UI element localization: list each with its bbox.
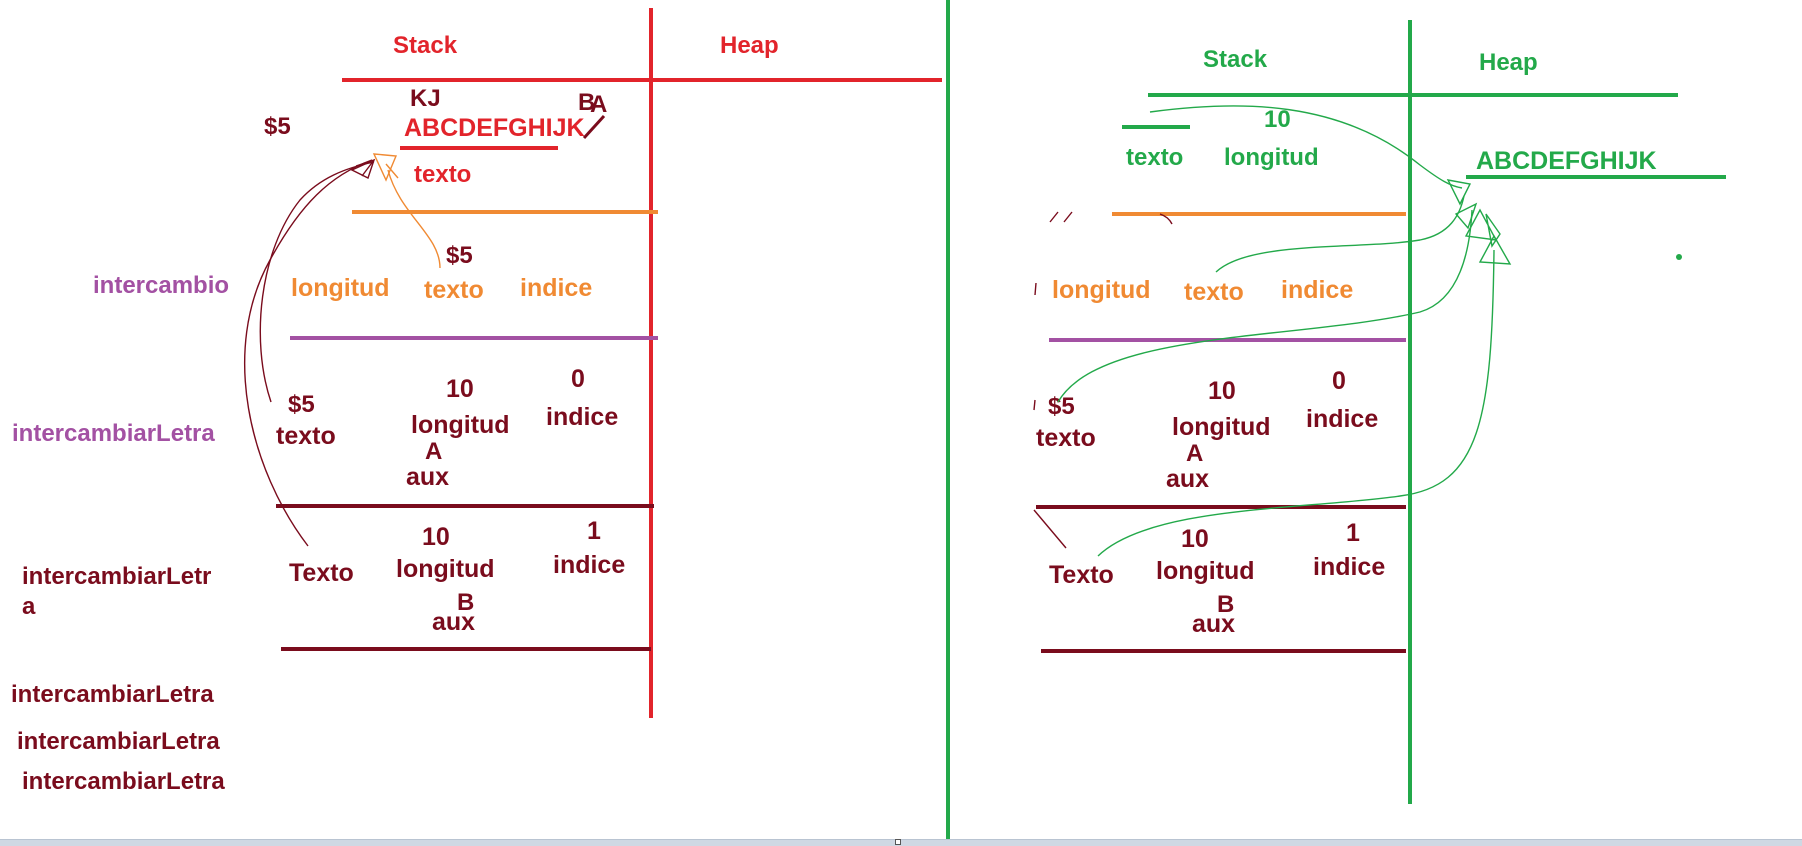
left-frame1-indice-value: 0: [571, 365, 585, 393]
left-frame2-aux-value: B: [457, 589, 474, 616]
left-heap-overwrite-letter-b: B: [578, 89, 595, 116]
left-heap-title: Heap: [720, 32, 779, 59]
right-main-longitud-value: 10: [1264, 106, 1291, 133]
right-ref-arrow-frame1: [1057, 209, 1473, 403]
left-frame1-texto: texto: [276, 422, 336, 450]
left-intercambio-label: intercambio: [93, 272, 229, 299]
left-ref-arrow-intercambio: [387, 169, 441, 269]
right-intercambio-texto: texto: [1184, 278, 1244, 306]
left-heap-overwrite-letter-a: A: [590, 91, 607, 118]
left-ref-arrow-frame1: [259, 161, 375, 403]
right-main-longitud: longitud: [1224, 144, 1319, 171]
right-dot-mark: [1676, 254, 1682, 260]
left-frame1-label: intercambiarLetra: [12, 420, 215, 447]
left-ref-arrow-frame2: [244, 159, 373, 547]
right-ref-arrow-heads: [1446, 179, 1512, 265]
left-heap-string: ABCDEFGHIJK: [404, 114, 585, 142]
right-scribble-marks: [1033, 211, 1173, 549]
left-frame2-texto: Texto: [289, 559, 354, 587]
left-frame1-ref: $5: [288, 391, 315, 418]
left-intercambio-texto: texto: [424, 276, 484, 304]
left-frame2-label-line1: intercambiarLetr: [22, 563, 211, 590]
right-ref-arrow-frame2: [1097, 249, 1495, 557]
left-pending-call-2: intercambiarLetra: [17, 728, 220, 755]
right-main-texto: texto: [1126, 144, 1183, 171]
right-intercambio-indice: indice: [1281, 276, 1353, 304]
right-frame1-longitud: longitud: [1172, 413, 1271, 441]
left-frame2-indice: indice: [553, 551, 625, 579]
left-heap-strike-mark: [582, 114, 606, 140]
left-pending-call-1: intercambiarLetra: [11, 681, 214, 708]
resize-grip-handle[interactable]: [895, 839, 901, 845]
right-frame2-indice: indice: [1313, 553, 1385, 581]
left-frame2-longitud-value: 10: [422, 523, 450, 551]
right-diagram: Stack Heap ABCDEFGHIJK 10 texto longitud…: [1033, 20, 1726, 804]
left-frame2-longitud: longitud: [396, 555, 495, 583]
left-frame1-indice: indice: [546, 403, 618, 431]
right-frame2-aux: aux: [1192, 610, 1235, 638]
right-frame1-indice: indice: [1306, 405, 1378, 433]
right-frame1-indice-value: 0: [1332, 367, 1346, 395]
left-frame1-aux-value: A: [425, 438, 442, 465]
window-status-strip: [0, 839, 1802, 846]
right-heap-string: ABCDEFGHIJK: [1476, 147, 1657, 175]
left-intercambio-indice: indice: [520, 274, 592, 302]
left-frame1-longitud-value: 10: [446, 375, 474, 403]
left-frame2-aux: aux: [432, 608, 475, 636]
left-intercambio-ref: $5: [446, 242, 473, 269]
right-frame2-longitud-value: 10: [1181, 525, 1209, 553]
right-intercambio-longitud: longitud: [1052, 276, 1151, 304]
right-ref-arrow-main: [1149, 105, 1463, 189]
right-frame1-aux: aux: [1166, 465, 1209, 493]
left-frame2-label-line2: a: [22, 593, 36, 620]
right-stack-title: Stack: [1203, 46, 1268, 73]
left-intercambio-longitud: longitud: [291, 274, 390, 302]
right-ref-arrow-intercambio: [1215, 195, 1465, 273]
right-frame2-indice-value: 1: [1346, 519, 1360, 547]
right-frame1-aux-value: A: [1186, 440, 1203, 467]
right-frame2-longitud: longitud: [1156, 557, 1255, 585]
left-ref-arrow-head-2: [372, 153, 399, 182]
right-frame2-texto: Texto: [1049, 561, 1114, 589]
left-frame1-aux: aux: [406, 463, 449, 491]
left-heap-overwrite-letters: KJ: [410, 85, 441, 112]
left-stack-title: Stack: [393, 32, 458, 59]
left-ref-arrow-head-1: [350, 158, 376, 179]
left-pending-call-3: intercambiarLetra: [22, 768, 225, 795]
left-frame1-longitud: longitud: [411, 411, 510, 439]
left-diagram: Stack Heap KJ B A ABCDEFGHIJK $5 texto i…: [11, 8, 942, 795]
left-ref-label: $5: [264, 113, 291, 140]
right-frame1-texto: texto: [1036, 424, 1096, 452]
left-frame2-indice-value: 1: [587, 517, 601, 545]
right-frame2-aux-value: B: [1217, 591, 1234, 618]
right-heap-title: Heap: [1479, 49, 1538, 76]
left-main-texto: texto: [414, 161, 471, 188]
right-frame1-longitud-value: 10: [1208, 377, 1236, 405]
